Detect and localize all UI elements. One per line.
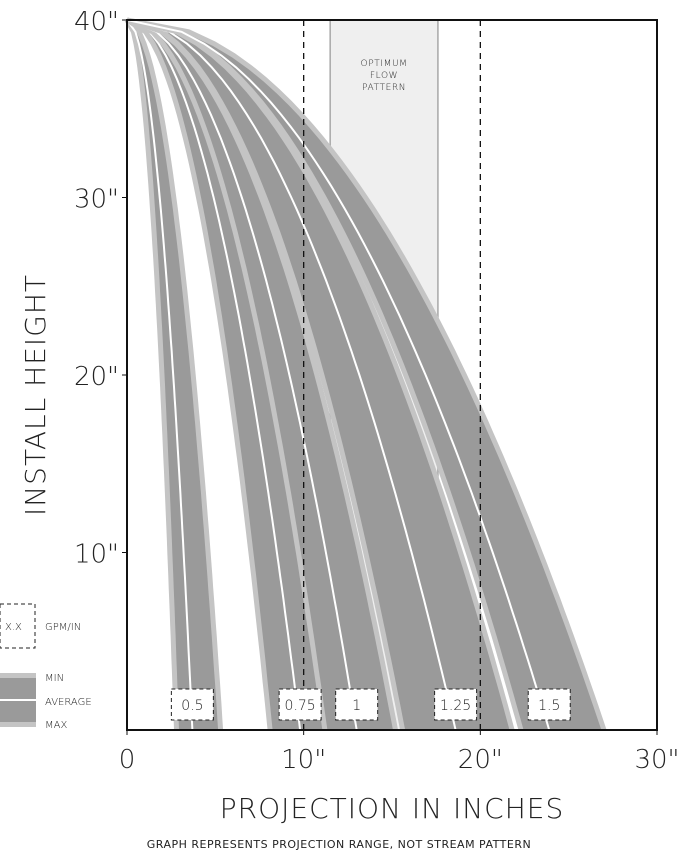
average-line <box>126 19 551 731</box>
series-label-box <box>170 688 214 721</box>
legend-gpm-box <box>0 603 36 649</box>
series-label-0.5: 0.5 <box>170 688 214 721</box>
axes <box>122 19 658 735</box>
series-label-box <box>278 688 322 721</box>
series-label-text: 0.75 <box>285 698 316 714</box>
reference-lines <box>303 20 481 730</box>
min-edge-line <box>125 17 273 731</box>
zone-label-line-3: PATTERN <box>362 83 406 93</box>
legend-average-label: AVERAGE <box>45 697 92 708</box>
max-edge-line <box>126 17 607 731</box>
band-fill <box>127 20 396 730</box>
series-label-box <box>335 688 379 721</box>
x-tick-label: 0 <box>119 745 136 775</box>
x-tick-label: 30" <box>634 745 678 775</box>
legend-min-label: MIN <box>45 673 64 684</box>
series-label-box <box>434 688 478 721</box>
series-label-box <box>527 688 571 721</box>
series-label-1: 1 <box>335 688 379 721</box>
x-tick-label: 10" <box>281 745 326 775</box>
series-label-1.25: 1.25 <box>434 688 478 721</box>
y-tick-label: 30" <box>74 185 119 215</box>
legend-max-swatch <box>0 722 36 727</box>
projection-bands <box>124 17 607 731</box>
series-label-text: 1.25 <box>440 698 471 714</box>
min-edge-line <box>124 18 179 731</box>
min-edge-line <box>125 17 328 731</box>
legend-min-swatch <box>0 673 36 678</box>
series-label-1.5: 1.5 <box>527 688 571 721</box>
legend-max-label: MAX <box>45 720 67 731</box>
average-line <box>126 19 302 731</box>
min-edge-line <box>126 17 524 731</box>
max-edge-line <box>126 17 398 731</box>
projection-band-1.5 <box>126 17 607 731</box>
y-tick-label: 10" <box>74 540 119 570</box>
x-axis-title: PROJECTION IN INCHES <box>220 792 565 825</box>
projection-band-0.5 <box>124 18 224 731</box>
band-fill <box>127 20 513 730</box>
legend: X.X GPM/IN MIN AVERAGE MAX <box>0 603 92 731</box>
x-tick-label: 20" <box>458 745 503 775</box>
series-labels: 0.5 0.75 1 1.25 1.5 <box>170 688 571 721</box>
legend-gpm-label: GPM/IN <box>45 622 81 633</box>
max-edge-line <box>126 17 515 731</box>
max-edge-line <box>125 18 224 731</box>
y-tick-label: 40" <box>74 7 119 37</box>
average-line <box>126 19 358 731</box>
zone-label-line-2: FLOW <box>370 71 398 81</box>
average-line <box>126 19 457 731</box>
projection-band-1.25 <box>126 17 515 731</box>
series-label-text: 0.5 <box>181 698 203 714</box>
band-fill <box>127 20 604 730</box>
y-tick-label: 20" <box>74 362 119 392</box>
y-axis-title: INSTALL HEIGHT <box>19 274 52 516</box>
chart-footnote: GRAPH REPRESENTS PROJECTION RANGE, NOT S… <box>146 838 532 851</box>
min-edge-line <box>126 17 406 731</box>
series-label-0.75: 0.75 <box>278 688 322 721</box>
projection-band-1 <box>125 17 398 731</box>
series-label-text: 1.5 <box>538 698 560 714</box>
zone-label-line-1: OPTIMUM <box>361 59 408 69</box>
series-label-text: 1 <box>352 698 361 714</box>
legend-gpm-sample: X.X <box>5 622 22 633</box>
average-line <box>126 19 194 731</box>
